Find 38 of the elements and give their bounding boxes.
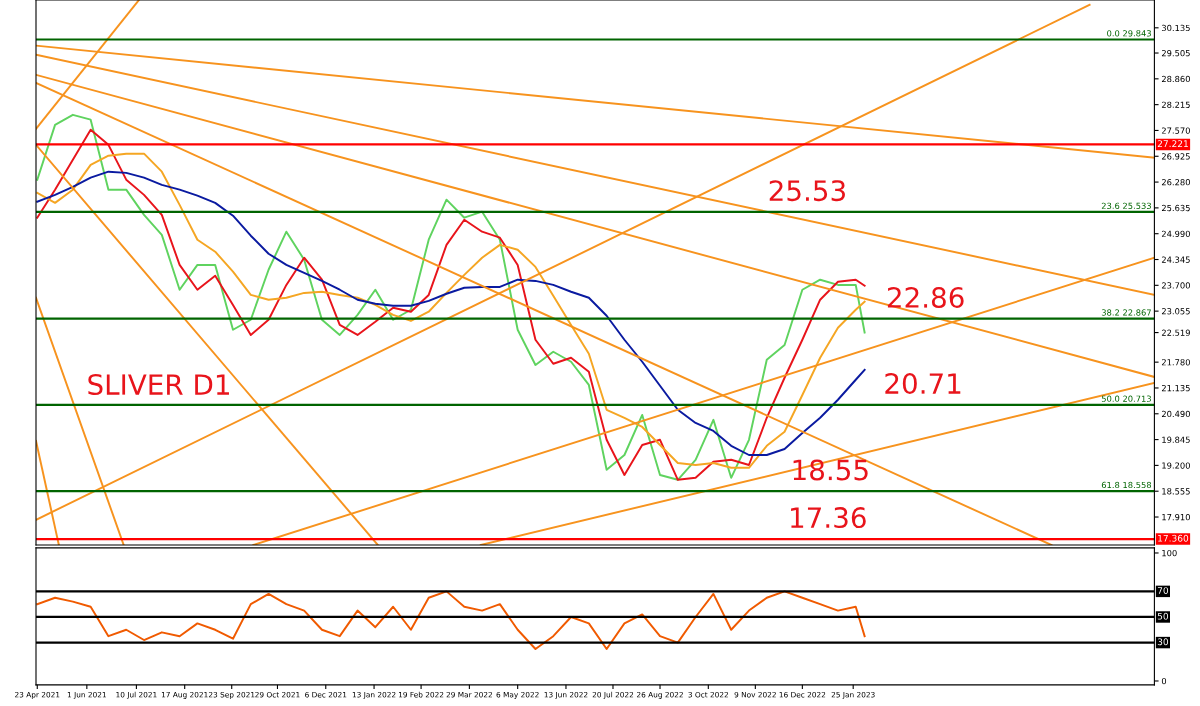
y-tick-label: 27.570 xyxy=(1161,127,1190,134)
y-tick-label: 25.635 xyxy=(1161,204,1190,212)
y-tick-label: 100 xyxy=(1162,549,1177,557)
ref-line-label: 30 xyxy=(1157,638,1169,646)
y-tick-label: 28.860 xyxy=(1161,75,1190,83)
y-tick-label: 22.519 xyxy=(1161,329,1190,336)
y-tick-label: 19.200 xyxy=(1162,462,1190,469)
ref-line-label: 0.0 29.843 xyxy=(1107,30,1151,37)
y-tick-label: 21.135 xyxy=(1161,384,1190,392)
ref-line-label: 70 xyxy=(1157,587,1169,594)
y-tick-label: 29.505 xyxy=(1161,50,1190,57)
ref-line-label: 38.2 22.867 xyxy=(1101,309,1151,316)
annotation: 25.53 xyxy=(769,180,845,202)
y-tick-label: 26.925 xyxy=(1161,153,1190,160)
y-tick-label: 20.490 xyxy=(1161,410,1190,418)
ref-line-label: 17.360 xyxy=(1158,534,1189,542)
ref-line-label: 23.6 25.533 xyxy=(1101,202,1151,209)
y-tick-label: 17.910 xyxy=(1162,514,1190,521)
y-tick-label: 23.055 xyxy=(1161,308,1190,315)
annotation: 17.36 xyxy=(791,507,866,529)
annotation: 20.71 xyxy=(885,373,961,395)
y-tick-label: 23.700 xyxy=(1161,282,1190,289)
y-tick-label: 18.555 xyxy=(1162,488,1190,495)
y-tick-label: 19.845 xyxy=(1162,436,1190,443)
ref-line-label: 50 xyxy=(1157,612,1169,620)
y-tick-label: 0 xyxy=(1161,677,1167,685)
y-tick-label: 24.990 xyxy=(1161,230,1190,237)
ref-line-label: 61.8 18.558 xyxy=(1101,481,1152,489)
annotation: 22.86 xyxy=(887,286,964,308)
y-tick-label: 21.780 xyxy=(1161,359,1190,366)
y-tick-label: 24.345 xyxy=(1161,256,1190,263)
annotation: 18.55 xyxy=(793,459,868,481)
annotation: SLIVER D1 xyxy=(88,374,229,396)
y-tick-label: 28.215 xyxy=(1161,101,1190,108)
y-tick-label: 30.135 xyxy=(1161,24,1190,32)
ref-line-label: 27.221 xyxy=(1157,140,1188,147)
y-tick-label: 26.280 xyxy=(1161,179,1190,186)
ref-line-label: 50.0 20.713 xyxy=(1101,395,1151,402)
